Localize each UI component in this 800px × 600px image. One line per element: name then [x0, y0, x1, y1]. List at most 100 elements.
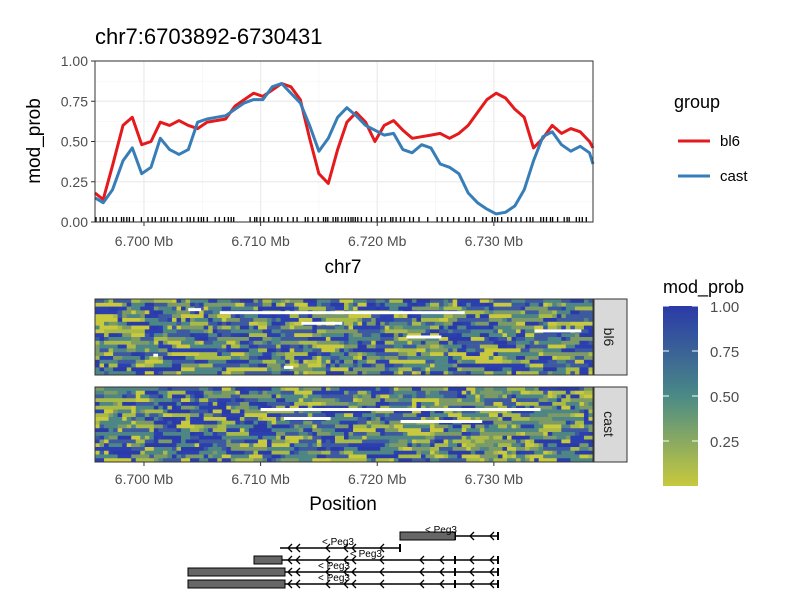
heatmap-cell: [194, 387, 200, 392]
heatmap-cell: [552, 424, 558, 429]
heatmap-cell: [289, 318, 295, 323]
heatmap-cell: [402, 333, 408, 338]
heatmap-cell: [430, 450, 435, 455]
heatmap-cell: [389, 356, 395, 361]
heatmap-cell: [185, 340, 191, 345]
heatmap-cell: [176, 447, 182, 452]
heatmap-cell: [253, 409, 259, 414]
heatmap-cell: [525, 409, 531, 414]
heatmap-x-tick-label: 6.730 Mb: [465, 471, 524, 487]
heatmap-cell: [488, 299, 494, 304]
heatmap-cell: [466, 371, 472, 376]
heatmap-cell: [561, 394, 567, 399]
heatmap-cell: [497, 325, 503, 330]
heatmap-cell: [276, 420, 282, 425]
heatmap-cell: [565, 367, 571, 372]
heatmap-cell: [108, 458, 114, 463]
heatmap-cell: [565, 439, 571, 444]
heatmap-cell: [307, 318, 313, 323]
heatmap-cell: [393, 352, 399, 357]
heatmap-cell: [461, 352, 467, 357]
strand-chevron: [287, 555, 293, 565]
heatmap-cell: [543, 352, 549, 357]
heatmap-cell: [493, 299, 499, 304]
heatmap-cell: [529, 299, 535, 304]
heatmap-cell: [135, 405, 141, 410]
heatmap-cell: [561, 458, 567, 463]
heatmap-cell: [561, 435, 567, 440]
heatmap-cell: [466, 450, 472, 455]
heatmap-cell: [316, 348, 322, 353]
heatmap-cell: [534, 352, 540, 357]
heatmap-cell: [411, 371, 417, 376]
heatmap-cell: [344, 356, 349, 361]
heatmap-cell: [466, 413, 472, 418]
heatmap-cell: [276, 390, 282, 395]
heatmap-cell: [525, 333, 531, 338]
heatmap-cell: [425, 405, 431, 410]
heatmap-cell: [479, 348, 485, 353]
heatmap-cell: [511, 417, 517, 422]
heatmap-cell: [534, 337, 540, 342]
heatmap-cell: [479, 454, 485, 459]
heatmap-cell: [239, 329, 245, 334]
heatmap-x-tick-label: 6.700 Mb: [115, 471, 174, 487]
strip-label-cast: cast: [601, 411, 617, 437]
heatmap-cell: [434, 367, 440, 372]
heatmap-cell: [203, 340, 209, 345]
heatmap-cell: [158, 398, 164, 403]
heatmap-cell: [511, 310, 517, 315]
heatmap-cell: [466, 439, 472, 444]
heatmap-cell: [420, 363, 426, 368]
heatmap-cell: [221, 405, 227, 410]
heatmap-cell: [506, 439, 512, 444]
heatmap-cell: [217, 439, 223, 444]
heatmap-cell: [407, 424, 413, 429]
heatmap-cell: [280, 413, 286, 418]
heatmap-cell: [461, 458, 467, 463]
heatmap-cell: [353, 363, 358, 368]
heatmap-cell: [466, 367, 472, 372]
heatmap-cell: [570, 356, 576, 361]
heatmap-cell: [588, 387, 594, 392]
heatmap-cell: [583, 405, 589, 410]
heatmap-cell: [520, 447, 526, 452]
heatmap-cell: [235, 367, 241, 372]
heatmap-cell: [185, 325, 191, 330]
heatmap-cell: [344, 367, 349, 372]
heatmap-cell: [502, 356, 508, 361]
heatmap-cell: [339, 387, 345, 392]
heatmap-cell: [135, 432, 141, 437]
heatmap-cell: [95, 450, 100, 455]
heatmap-cell: [556, 428, 562, 433]
heatmap-cell: [416, 337, 422, 342]
heatmap-cell: [574, 306, 580, 311]
heatmap-cell: [113, 314, 119, 319]
heatmap-cell: [226, 454, 232, 459]
heatmap-cell: [520, 359, 526, 364]
heatmap-cell: [253, 299, 259, 304]
heatmap-cell: [221, 367, 227, 372]
heatmap-cell: [402, 314, 408, 319]
heatmap-cell: [439, 302, 444, 307]
heatmap-cell: [276, 371, 282, 376]
heatmap-cell: [262, 318, 268, 323]
heatmap-cell: [149, 424, 155, 429]
heatmap-cell: [104, 299, 109, 304]
heatmap-cell: [520, 363, 526, 368]
heatmap-cell: [344, 398, 349, 403]
heatmap-cell: [126, 348, 132, 353]
strand-chevron: [343, 543, 349, 553]
heatmap-cell: [389, 432, 395, 437]
heatmap-cell: [257, 443, 263, 448]
heatmap-cell: [117, 402, 123, 407]
heatmap-cell: [321, 432, 327, 437]
facet-strip-cast: [593, 386, 628, 463]
heatmap-cell: [556, 352, 562, 357]
heatmap-cell: [244, 458, 250, 463]
heatmap-cell: [312, 447, 318, 452]
heatmap-cell: [579, 321, 585, 326]
heatmap-cell: [475, 337, 481, 342]
heatmap-cell: [411, 367, 417, 372]
heatmap-cell: [95, 405, 100, 410]
